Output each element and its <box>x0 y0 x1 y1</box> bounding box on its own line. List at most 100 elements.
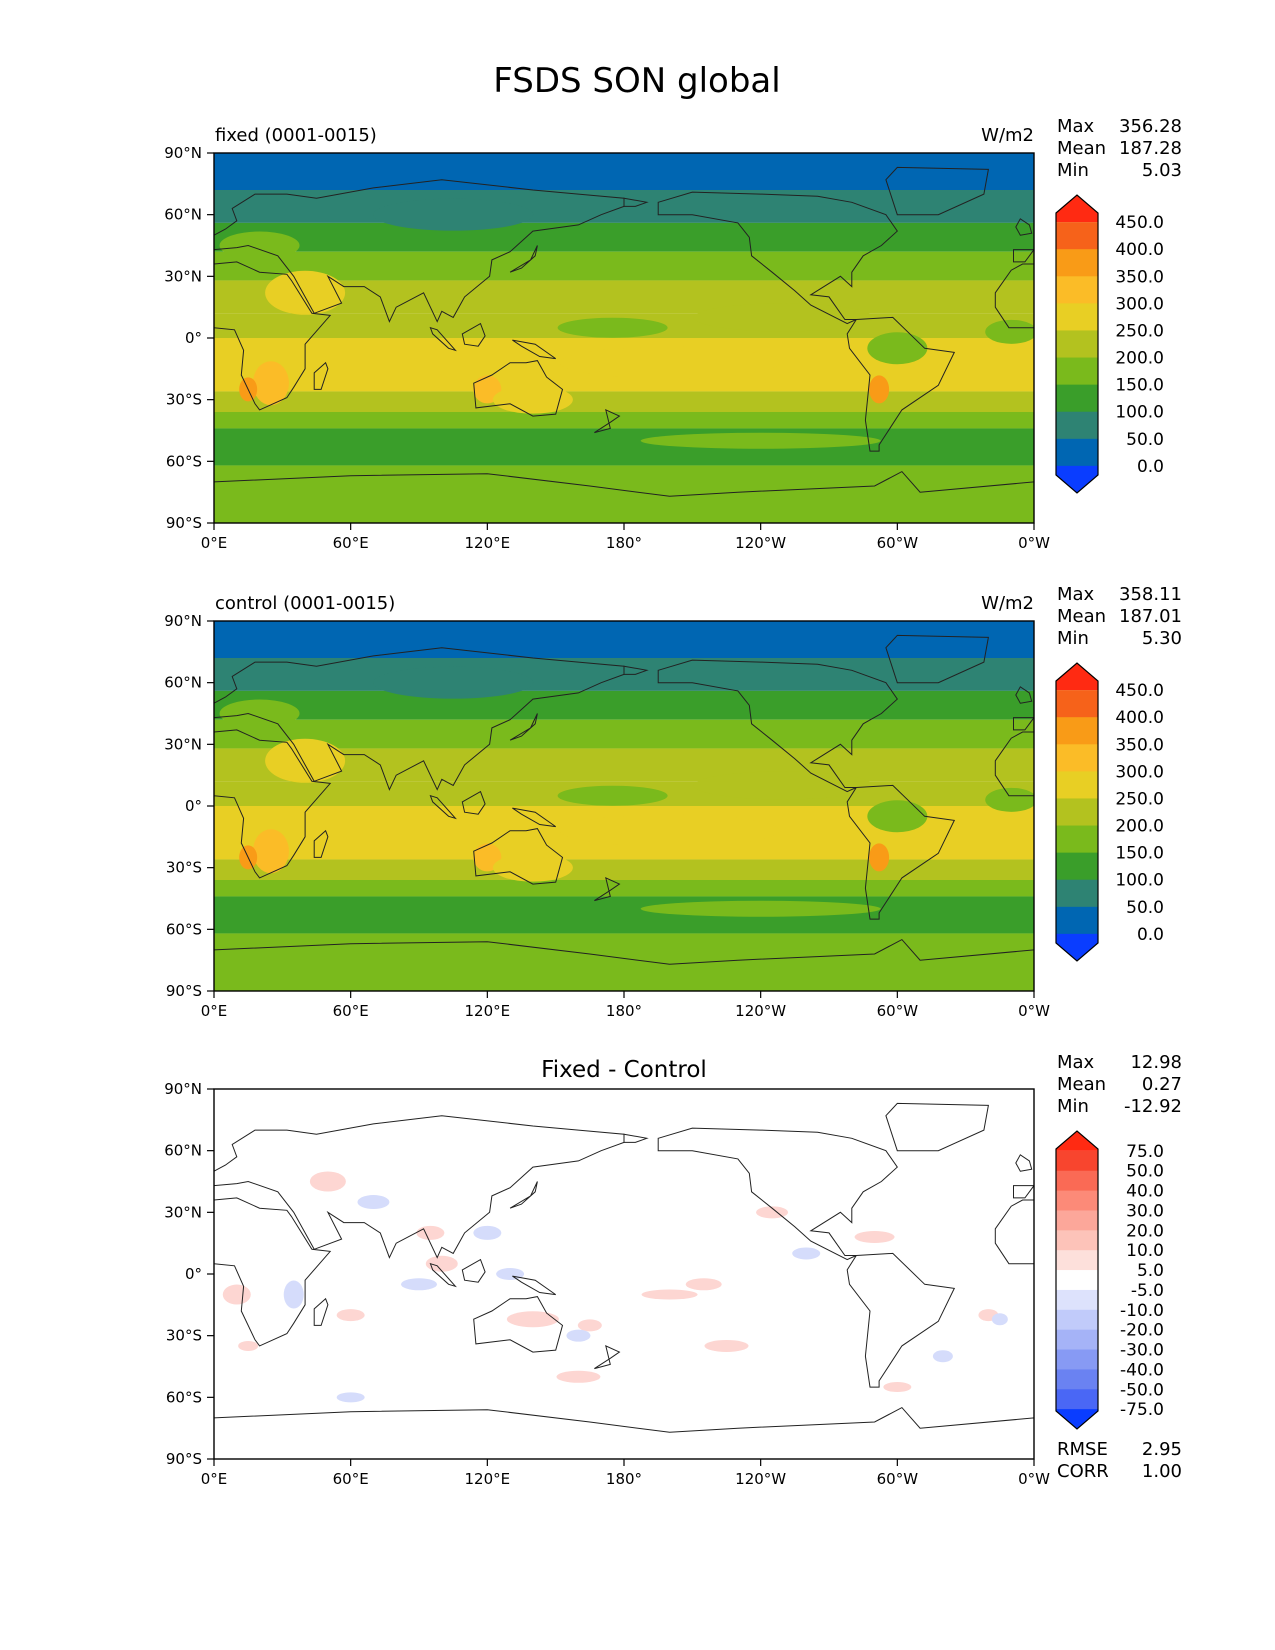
colorbar-tick-label: 450.0 <box>1115 213 1164 233</box>
x-tick-label: 60°E <box>333 534 369 552</box>
y-tick-label: 60°S <box>166 920 202 938</box>
coastline <box>461 790 486 815</box>
midlat-north-band <box>214 690 1034 720</box>
colorbar-tick-label: 50.0 <box>1126 430 1164 450</box>
southern-pacific-patch <box>640 900 881 917</box>
colorbar-tick-label: 200.0 <box>1115 817 1164 837</box>
colorbar: 450.0 400.0 350.0 300.0 250.0 200.0 150.0 100.0… <box>1055 194 1164 494</box>
stat-value-max: 12.98 <box>1130 1052 1182 1073</box>
coastline <box>594 1345 621 1370</box>
stat-value-max: 358.11 <box>1119 584 1182 605</box>
positive-anomaly <box>883 1382 912 1393</box>
colorbar-segment <box>1056 411 1098 440</box>
colorbar-segment <box>1056 276 1098 304</box>
colorbar-tick-label: 300.0 <box>1115 762 1164 782</box>
coastline <box>313 829 329 858</box>
colorbar-tick-label: -30.0 <box>1120 1341 1164 1361</box>
stat-value-mean: 0.27 <box>1142 1074 1182 1095</box>
colorbar-segment <box>1056 1289 1098 1311</box>
temperate-north-band <box>214 719 1034 749</box>
pacific-itcz-patch <box>693 303 874 332</box>
southern-pacific-patch <box>640 432 881 449</box>
coastline <box>214 1197 332 1347</box>
coastline <box>846 316 956 452</box>
colorbar-segment <box>1056 879 1098 908</box>
antarctic-band <box>214 933 1034 991</box>
colorbar-segment <box>1056 249 1098 277</box>
colorbar-segment <box>1056 1309 1098 1331</box>
coastline <box>214 647 625 791</box>
colorbar-segment <box>1056 1210 1098 1231</box>
y-tick-label: 90°N <box>164 1080 202 1098</box>
siberia-patch <box>373 198 534 231</box>
e-australia-patch <box>492 385 573 414</box>
x-tick-label: 0°E <box>201 1470 228 1488</box>
y-tick-label: 60°S <box>166 1388 202 1406</box>
coastline <box>994 1199 1034 1265</box>
y-tick-label: 0° <box>185 797 202 815</box>
colorbar-extend-top <box>1056 195 1098 223</box>
positive-anomaly <box>685 1278 722 1291</box>
y-tick-label: 90°N <box>164 144 202 162</box>
arabia-patch <box>265 738 346 783</box>
map-diff <box>214 1089 1034 1459</box>
temperate-south-band <box>214 880 1034 897</box>
positive-anomaly <box>854 1231 895 1243</box>
colorbar-segment <box>1056 825 1098 854</box>
x-tick-label: 120°W <box>735 1002 786 1020</box>
temperate-south-band <box>214 412 1034 429</box>
coastline <box>509 1181 538 1209</box>
x-tick-label: 120°E <box>465 534 511 552</box>
coastline <box>313 1297 329 1326</box>
stat-label-mean: Mean <box>1057 1074 1106 1095</box>
x-tick-label: 0°E <box>201 1002 228 1020</box>
x-tick-label: 120°E <box>465 1002 511 1020</box>
siberia-patch <box>373 666 534 699</box>
colorbar-tick-label: -50.0 <box>1120 1380 1164 1400</box>
footer-stat-value-corr: 1.00 <box>1142 1461 1182 1482</box>
y-tick-label: 60°N <box>164 674 202 692</box>
figure-title: FSDS SON global <box>493 61 780 101</box>
antarctic-band <box>214 465 1034 523</box>
coastline <box>512 339 556 360</box>
coastline <box>473 360 564 417</box>
colorbar-tick-label: -20.0 <box>1120 1321 1164 1341</box>
positive-anomaly <box>416 1225 445 1240</box>
map-control <box>214 621 1034 991</box>
colorbar-tick-label: 300.0 <box>1115 294 1164 314</box>
colorbar-tick-label: 250.0 <box>1115 789 1164 809</box>
y-tick-label: 30°S <box>166 391 202 409</box>
y-tick-label: 0° <box>185 329 202 347</box>
colorbar-tick-label: 150.0 <box>1115 844 1164 864</box>
colorbar-segment <box>1056 222 1098 250</box>
positive-anomaly <box>641 1289 698 1300</box>
colorbar-tick-label: 50.0 <box>1126 898 1164 918</box>
coastline <box>623 197 649 207</box>
temperate-north-band <box>214 251 1034 281</box>
stat-label-min: Min <box>1057 160 1089 181</box>
y-tick-label: 60°N <box>164 1142 202 1160</box>
map-fixed <box>214 153 1034 523</box>
coastline <box>1013 1185 1034 1199</box>
stat-label-mean: Mean <box>1057 606 1106 627</box>
coastline <box>657 191 898 325</box>
colorbar-segment <box>1056 852 1098 881</box>
coastline <box>509 245 538 273</box>
coastline <box>429 326 457 352</box>
colorbar-tick-label: 20.0 <box>1126 1221 1164 1241</box>
x-tick-label: 60°E <box>333 1002 369 1020</box>
zero-background <box>214 1089 1034 1459</box>
x-tick-label: 180° <box>606 1002 642 1020</box>
stat-label-mean: Mean <box>1057 138 1106 159</box>
x-tick-label: 0°W <box>1018 1002 1050 1020</box>
positive-anomaly <box>577 1319 602 1332</box>
panel-center-title: Fixed - Control <box>541 1057 707 1083</box>
coastline <box>1015 1154 1033 1172</box>
y-tick-label: 90°S <box>166 1450 202 1468</box>
negative-anomaly <box>991 1313 1008 1326</box>
x-tick-label: 60°W <box>877 534 919 552</box>
coastline <box>461 1258 486 1283</box>
colorbar-tick-label: 0.0 <box>1137 457 1164 477</box>
colorbar-extend-top <box>1056 1131 1098 1151</box>
negative-anomaly <box>357 1195 390 1210</box>
